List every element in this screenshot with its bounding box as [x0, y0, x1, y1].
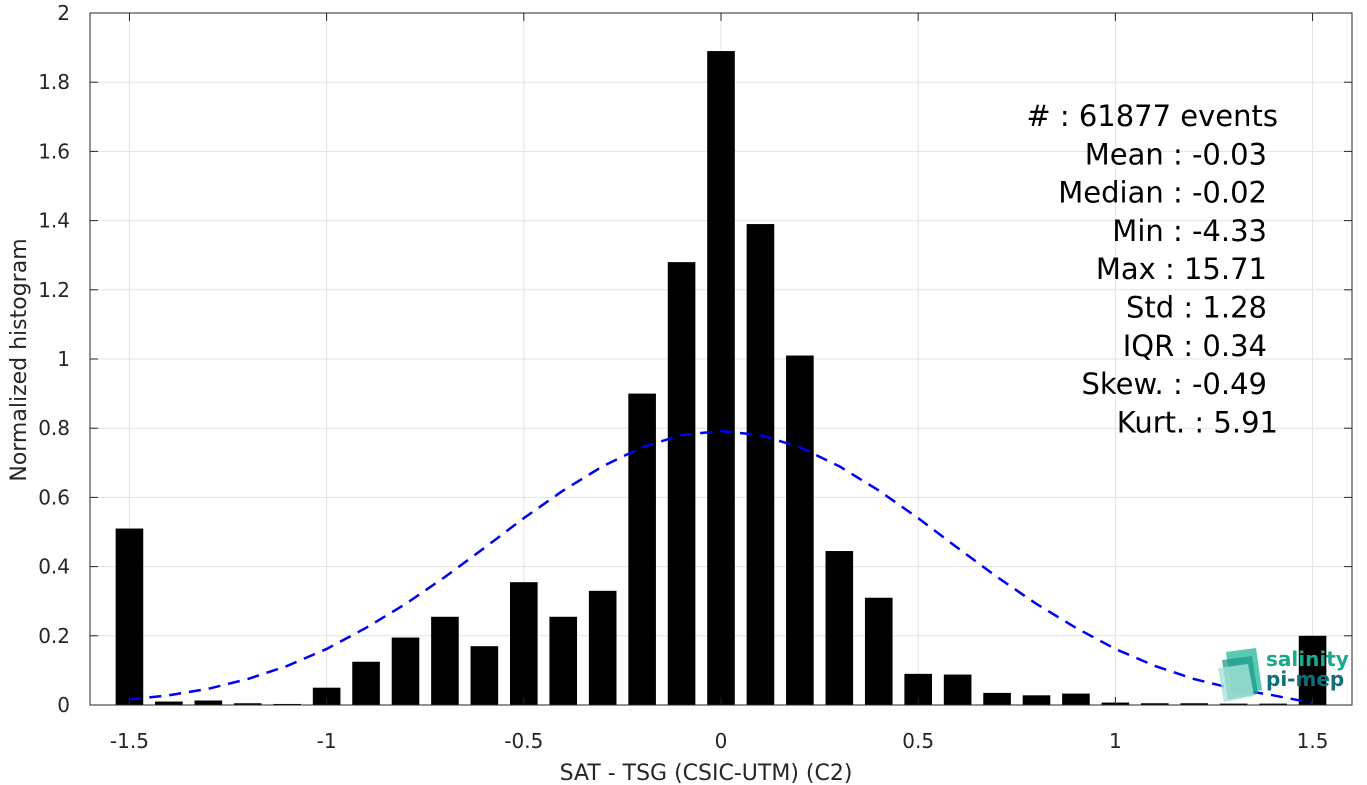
histogram-bar [352, 661, 380, 705]
x-tick-label: 1.5 [1297, 729, 1329, 753]
stat-line: Max : 15.71 [1096, 252, 1267, 286]
stat-line: Mean : -0.03 [1085, 137, 1267, 171]
x-tick-label: -0.5 [504, 729, 543, 753]
y-axis-ticks: 0 0.2 0.4 0.6 0.8 1 1.2 1.4 1.6 1.8 2 [38, 1, 1352, 717]
stat-line: IQR : 0.34 [1123, 329, 1267, 363]
x-tick-label: 1 [1109, 729, 1122, 753]
gaussian-fit-line [129, 429, 1313, 705]
y-tick-label: 0 [57, 693, 70, 717]
histogram-bar [786, 355, 814, 705]
histogram-bar [194, 700, 223, 705]
histogram-bar [1022, 695, 1051, 705]
y-axis-title: Normalized histogram [7, 238, 32, 481]
histogram-bar [1259, 703, 1287, 705]
stat-line: # : 61877 events [1026, 99, 1278, 133]
histogram-bar [707, 51, 735, 706]
logo-text-salinity: salinity [1266, 647, 1349, 671]
histogram-bar [391, 637, 420, 705]
histogram-bar [273, 703, 301, 705]
histogram-bar [588, 590, 617, 705]
histogram-bar [1219, 703, 1248, 705]
histogram-bar [1298, 635, 1327, 705]
histogram-bar [628, 393, 656, 705]
histogram-bar [943, 674, 972, 705]
histogram-bar [549, 616, 578, 705]
x-axis-title: SAT - TSG (CSIC-UTM) (C2) [560, 761, 853, 785]
histogram-bar [825, 551, 854, 705]
x-tick-label: -1.5 [110, 729, 149, 753]
y-tick-label: 1.2 [38, 278, 70, 302]
histogram-bar [510, 582, 538, 705]
y-tick-label: 0.4 [38, 555, 70, 579]
histogram-bar [1141, 703, 1169, 705]
histogram-bar [155, 701, 183, 705]
histogram-bar [431, 616, 459, 705]
x-tick-label: -1 [317, 729, 337, 753]
logo-text-pi-mep: pi-mep [1266, 667, 1344, 691]
y-tick-label: 1 [57, 347, 70, 371]
statistics-box: # : 61877 events Mean : -0.03 Median : -0.… [1026, 99, 1278, 439]
histogram-bar [1062, 693, 1090, 705]
y-tick-label: 1.4 [38, 209, 70, 233]
y-tick-label: 1.8 [38, 70, 70, 94]
histogram-bar [233, 703, 262, 705]
y-tick-label: 0.6 [38, 485, 70, 509]
histogram-bar [746, 224, 775, 705]
histogram-bar [115, 528, 144, 705]
logo-icon [1218, 648, 1262, 702]
x-tick-label: 0.5 [902, 729, 934, 753]
salinity-pi-mep-logo: salinity pi-mep [1218, 647, 1349, 702]
stat-line: Min : -4.33 [1112, 214, 1267, 248]
histogram-bar [864, 597, 893, 705]
y-tick-label: 2 [57, 1, 70, 25]
histogram-bar [470, 646, 499, 705]
y-tick-label: 0.8 [38, 416, 70, 440]
histogram-bar [667, 262, 696, 705]
stat-line: Kurt. : 5.91 [1117, 405, 1278, 439]
histogram-bar [1180, 703, 1209, 705]
x-tick-label: 0 [715, 729, 728, 753]
stat-line: Skew. : -0.49 [1081, 367, 1267, 401]
histogram-bar [983, 692, 1011, 705]
y-tick-label: 0.2 [38, 624, 70, 648]
x-axis-ticks: -1.5 -1 -0.5 0 0.5 1 1.5 [110, 13, 1329, 753]
stat-line: Median : -0.02 [1058, 176, 1267, 210]
fit-curve [129, 429, 1313, 705]
stat-line: Std : 1.28 [1126, 291, 1267, 325]
histogram-bar [312, 687, 341, 705]
y-tick-label: 1.6 [38, 139, 70, 163]
